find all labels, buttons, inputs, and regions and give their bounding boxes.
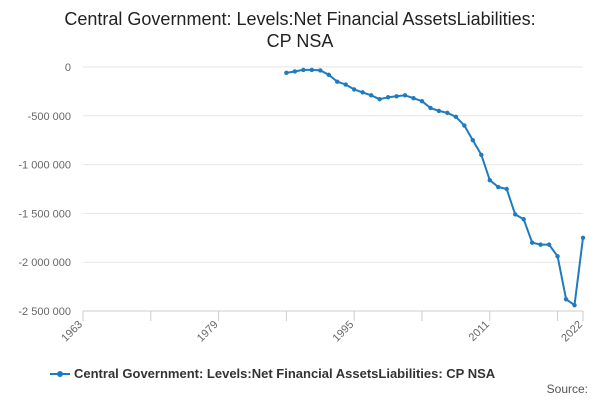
y-tick-label: -2 000 000 — [18, 257, 71, 269]
data-point — [496, 184, 501, 190]
x-tick-label: 2011 — [467, 319, 492, 344]
chart-title-line-1: Central Government: Levels:Net Financial… — [64, 9, 536, 29]
data-point — [351, 87, 357, 92]
data-point — [394, 94, 399, 99]
data-point — [301, 67, 306, 73]
data-point — [318, 68, 323, 73]
data-point — [572, 302, 577, 308]
data-point — [343, 82, 348, 87]
data-point — [335, 79, 340, 84]
data-point — [453, 114, 459, 119]
data-point — [555, 254, 560, 259]
series-line — [286, 68, 584, 307]
data-point — [326, 72, 331, 78]
data-point — [470, 138, 476, 143]
data-point — [479, 152, 484, 158]
chart-title: Central Government: Levels:Net Financial… — [0, 8, 600, 52]
data-point — [428, 105, 433, 111]
y-tick-label: -500 000 — [28, 111, 71, 123]
legend[interactable]: Central Government: Levels:Net Financial… — [50, 366, 495, 381]
chart-title-line-2: CP NSA — [266, 31, 334, 51]
data-point — [563, 297, 569, 302]
source-label: Source: — [546, 382, 588, 396]
data-point — [504, 186, 509, 192]
x-tick-label: 1979 — [195, 319, 221, 345]
x-tick-label: 1995 — [331, 319, 357, 345]
y-tick-label: 0 — [65, 62, 71, 74]
data-point — [368, 93, 374, 98]
data-point — [436, 108, 442, 114]
data-point — [513, 212, 518, 217]
data-point — [419, 98, 425, 104]
data-point — [546, 242, 552, 247]
legend-label: Central Government: Levels:Net Financial… — [74, 366, 496, 381]
data-point — [529, 240, 535, 245]
data-point — [538, 242, 543, 247]
data-point — [377, 97, 382, 102]
data-point — [402, 93, 408, 98]
data-point — [385, 95, 391, 100]
data-point — [462, 123, 467, 128]
data-point — [309, 67, 315, 73]
data-point — [360, 90, 365, 95]
legend-swatch-icon — [50, 369, 70, 379]
data-point — [487, 178, 492, 183]
data-point — [411, 96, 416, 101]
x-tick-label: 2022 — [559, 319, 585, 345]
data-point — [521, 217, 526, 222]
data-point — [284, 70, 289, 76]
data-point — [580, 235, 586, 240]
data-point — [292, 69, 298, 74]
data-point — [445, 110, 450, 116]
y-tick-label: -1 500 000 — [18, 208, 71, 220]
y-tick-label: -1 000 000 — [18, 160, 71, 172]
y-tick-label: -2 500 000 — [18, 306, 71, 318]
x-tick-label: 1963 — [59, 319, 85, 345]
